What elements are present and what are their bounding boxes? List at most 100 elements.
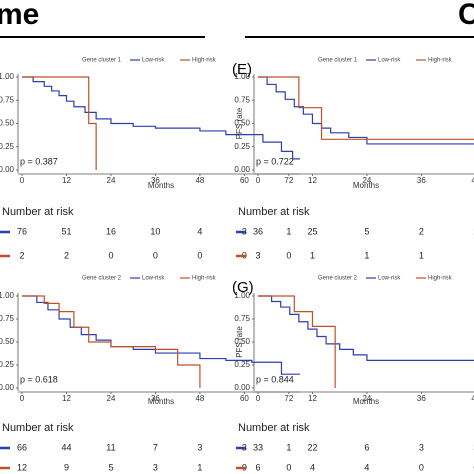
risk-count: 3 bbox=[419, 442, 424, 452]
risk-count: 11 bbox=[106, 442, 115, 452]
y-tick-label: 0.25 bbox=[234, 360, 250, 369]
risk-count: 1 bbox=[419, 250, 424, 260]
x-tick-label: 0 bbox=[256, 394, 261, 403]
risk-count: 0 bbox=[108, 250, 113, 260]
risk-count: 1 bbox=[364, 250, 369, 260]
risk-count: 6 bbox=[255, 462, 260, 472]
survival-curve bbox=[22, 76, 300, 160]
risk-count: 2 bbox=[419, 226, 424, 236]
risk-count: 4 bbox=[197, 226, 202, 236]
y-tick-label: 1.00 bbox=[234, 291, 250, 300]
x-tick-label: 72 bbox=[284, 176, 293, 185]
risk-count: 6 bbox=[364, 442, 369, 452]
risk-count: 44 bbox=[61, 442, 71, 452]
y-axis-label: PFS rate bbox=[235, 326, 244, 358]
p-value: p = 0.722 bbox=[256, 156, 294, 166]
y-tick-label: 1.00 bbox=[0, 72, 15, 81]
y-tick-label: 0.50 bbox=[0, 337, 15, 346]
risk-count: 0 bbox=[419, 462, 424, 472]
x-tick-label: 0 bbox=[256, 176, 261, 185]
x-tick-label: 12 bbox=[308, 176, 317, 185]
y-tick-label: 0.75 bbox=[0, 95, 15, 104]
x-tick-label: 48 bbox=[471, 394, 474, 403]
legend-title: Gene cluster 2 bbox=[318, 276, 358, 282]
risk-count: 0 bbox=[153, 250, 158, 260]
risk-count: 2 bbox=[64, 250, 69, 260]
legend-label: Low-risk bbox=[142, 276, 165, 282]
risk-count: 7 bbox=[153, 442, 158, 452]
x-axis-label: Months bbox=[353, 397, 379, 406]
y-tick-label: 0.25 bbox=[234, 142, 250, 151]
survival-curve bbox=[22, 76, 97, 170]
y-tick-label: 0.50 bbox=[234, 119, 250, 128]
risk-count: 2 bbox=[19, 250, 24, 260]
risk-count: 22 bbox=[307, 442, 317, 452]
risk-table-title: Number at risk bbox=[2, 206, 74, 218]
risk-count: 1 bbox=[286, 442, 291, 452]
y-tick-label: 0.25 bbox=[0, 142, 15, 151]
x-axis-label: Months bbox=[148, 181, 174, 190]
x-axis-label: Months bbox=[353, 181, 379, 190]
header-left: me bbox=[0, 0, 39, 31]
legend-title: Gene cluster 1 bbox=[82, 58, 122, 64]
survival-curve bbox=[258, 295, 336, 388]
risk-count: 3 bbox=[255, 250, 260, 260]
risk-count: 5 bbox=[108, 462, 113, 472]
risk-table-title: Number at risk bbox=[238, 422, 310, 434]
x-tick-label: 24 bbox=[107, 394, 116, 403]
x-tick-label: 48 bbox=[195, 394, 204, 403]
p-value: p = 0.387 bbox=[20, 156, 58, 166]
risk-table-title: Number at risk bbox=[2, 422, 74, 434]
risk-count: 51 bbox=[61, 226, 71, 236]
y-tick-label: 0.50 bbox=[0, 119, 15, 128]
risk-count: 76 bbox=[17, 226, 27, 236]
risk-count: 5 bbox=[364, 226, 369, 236]
x-tick-label: 60 bbox=[240, 394, 249, 403]
risk-count: 12 bbox=[17, 462, 27, 472]
x-tick-label: 24 bbox=[107, 176, 116, 185]
y-tick-label: 1.00 bbox=[0, 291, 15, 300]
x-tick-label: 12 bbox=[308, 394, 317, 403]
y-axis-label: PFS rate bbox=[235, 107, 244, 139]
x-tick-label: 72 bbox=[284, 394, 293, 403]
y-tick-label: 0.75 bbox=[234, 95, 250, 104]
risk-count: 1 bbox=[286, 226, 291, 236]
legend-title: Gene cluster 1 bbox=[318, 58, 358, 64]
risk-count: 33 bbox=[253, 442, 263, 452]
risk-count: 25 bbox=[307, 226, 317, 236]
legend-label: Low-risk bbox=[378, 58, 401, 64]
y-tick-label: 0.00 bbox=[0, 383, 15, 392]
p-value: p = 0.844 bbox=[256, 374, 294, 384]
survival-curve bbox=[258, 76, 474, 140]
y-tick-label: 0.75 bbox=[234, 314, 250, 323]
panel-label: (G) bbox=[232, 279, 254, 296]
x-tick-label: 0 bbox=[20, 176, 25, 185]
x-tick-label: 48 bbox=[471, 176, 474, 185]
legend-label: Low-risk bbox=[378, 276, 401, 282]
risk-count: 1 bbox=[310, 250, 315, 260]
risk-count: 4 bbox=[364, 462, 369, 472]
x-tick-label: 12 bbox=[62, 176, 71, 185]
risk-count: 0 bbox=[197, 250, 202, 260]
x-tick-label: 24 bbox=[362, 176, 371, 185]
p-value: p = 0.618 bbox=[20, 374, 58, 384]
legend-label: High-risk bbox=[428, 276, 453, 282]
x-tick-label: 0 bbox=[20, 394, 25, 403]
risk-count: 16 bbox=[106, 226, 116, 236]
x-tick-label: 24 bbox=[362, 394, 371, 403]
y-tick-label: 0.00 bbox=[234, 165, 250, 174]
risk-count: 0 bbox=[286, 250, 291, 260]
risk-count: 10 bbox=[150, 226, 160, 236]
legend-label: High-risk bbox=[192, 276, 217, 282]
x-tick-label: 36 bbox=[151, 394, 160, 403]
panel-label: (E) bbox=[232, 61, 252, 78]
risk-count: 36 bbox=[253, 226, 263, 236]
y-tick-label: 1.00 bbox=[234, 72, 250, 81]
y-tick-label: 0.00 bbox=[0, 165, 15, 174]
y-tick-label: 0.50 bbox=[234, 337, 250, 346]
x-axis-label: Months bbox=[148, 397, 174, 406]
risk-count: 3 bbox=[197, 442, 202, 452]
y-tick-label: 0.25 bbox=[0, 360, 15, 369]
